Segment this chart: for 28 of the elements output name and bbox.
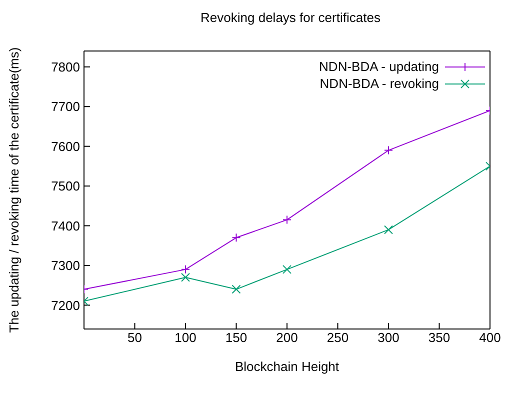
y-tick-label: 7200 — [51, 298, 80, 313]
legend-label: NDN-BDA - revoking — [320, 76, 439, 91]
x-tick-label: 100 — [174, 330, 196, 346]
point — [384, 146, 393, 155]
point — [232, 233, 241, 242]
x-tick-label: 50 — [128, 330, 142, 346]
x-tick-label: 200 — [276, 330, 298, 346]
y-tick-label: 7800 — [51, 60, 80, 74]
x-tick-label: 150 — [225, 330, 248, 346]
x-tick-label: 400 — [479, 330, 501, 346]
y-tick-label: 7600 — [51, 138, 80, 154]
point — [181, 272, 190, 282]
x-tick-label: 250 — [326, 330, 349, 346]
x-tick-label: 300 — [378, 330, 400, 346]
y-tick-label: 7500 — [51, 178, 80, 194]
point — [384, 225, 393, 234]
point — [282, 264, 292, 274]
y-tick-label: 7400 — [51, 218, 80, 234]
x-tick-label: 350 — [428, 330, 450, 346]
point — [181, 264, 190, 274]
x-axis-title: Blockchain Height — [234, 359, 340, 374]
point — [282, 215, 292, 224]
y-tick-label: 7700 — [51, 99, 80, 114]
legend-label: NDN-BDA - updating — [319, 59, 439, 74]
y-axis-title: The updating / revoking time of the certificate(ms) — [6, 47, 22, 333]
y-tick-label: 7300 — [51, 258, 80, 274]
chart-title: Revoking delays for certificates — [200, 10, 382, 25]
point — [232, 284, 241, 294]
